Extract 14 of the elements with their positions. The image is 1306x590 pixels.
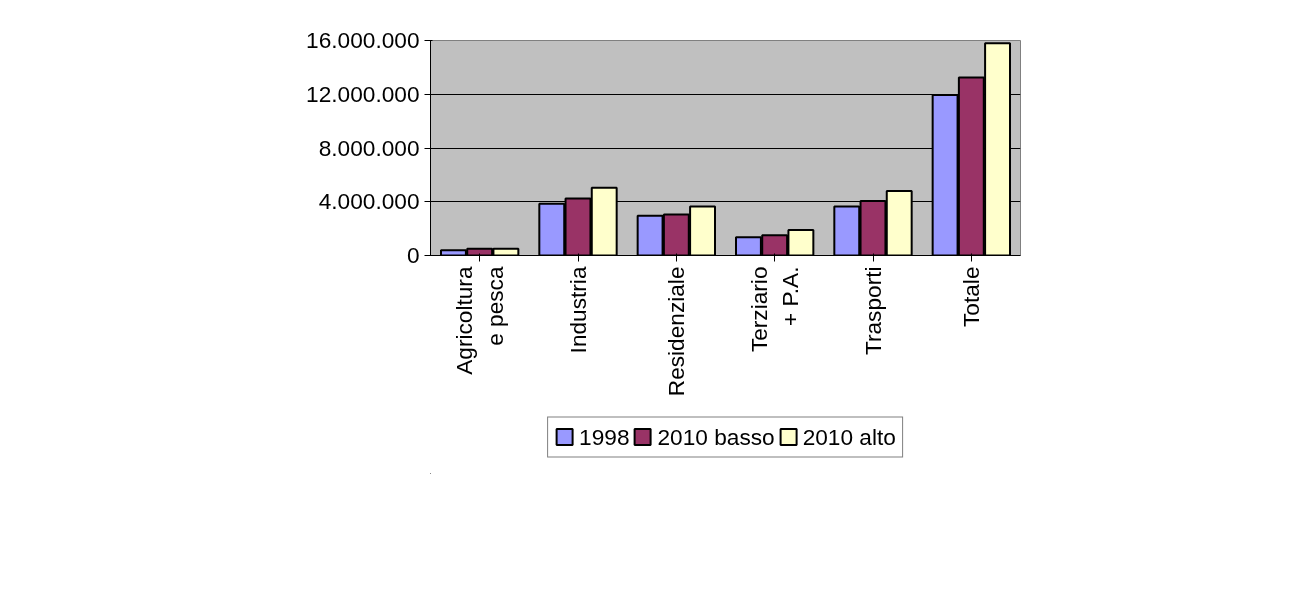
legend-label: 1998 xyxy=(579,423,630,450)
x-tick-label: Trasporti xyxy=(860,266,886,356)
y-tick-label: 8.000.000 xyxy=(318,134,420,161)
x-tick-label: Industria xyxy=(565,266,591,354)
y-tick-label: 12.000.000 xyxy=(306,80,420,107)
x-tick-label: Residenziale xyxy=(663,266,690,397)
x-tick-label: Agricoltura e pesca xyxy=(451,266,509,375)
y-tick-label: 0 xyxy=(406,242,420,268)
x-tick-label: Terziario + P.A. xyxy=(746,266,804,353)
y-tick-label: 16.000.000 xyxy=(306,27,420,53)
x-tick-label: Totale xyxy=(958,266,985,327)
legend-label: 2010 basso xyxy=(657,423,775,450)
legend-label: 2010 alto xyxy=(802,423,896,450)
y-tick-label: 4.000.000 xyxy=(318,188,420,215)
